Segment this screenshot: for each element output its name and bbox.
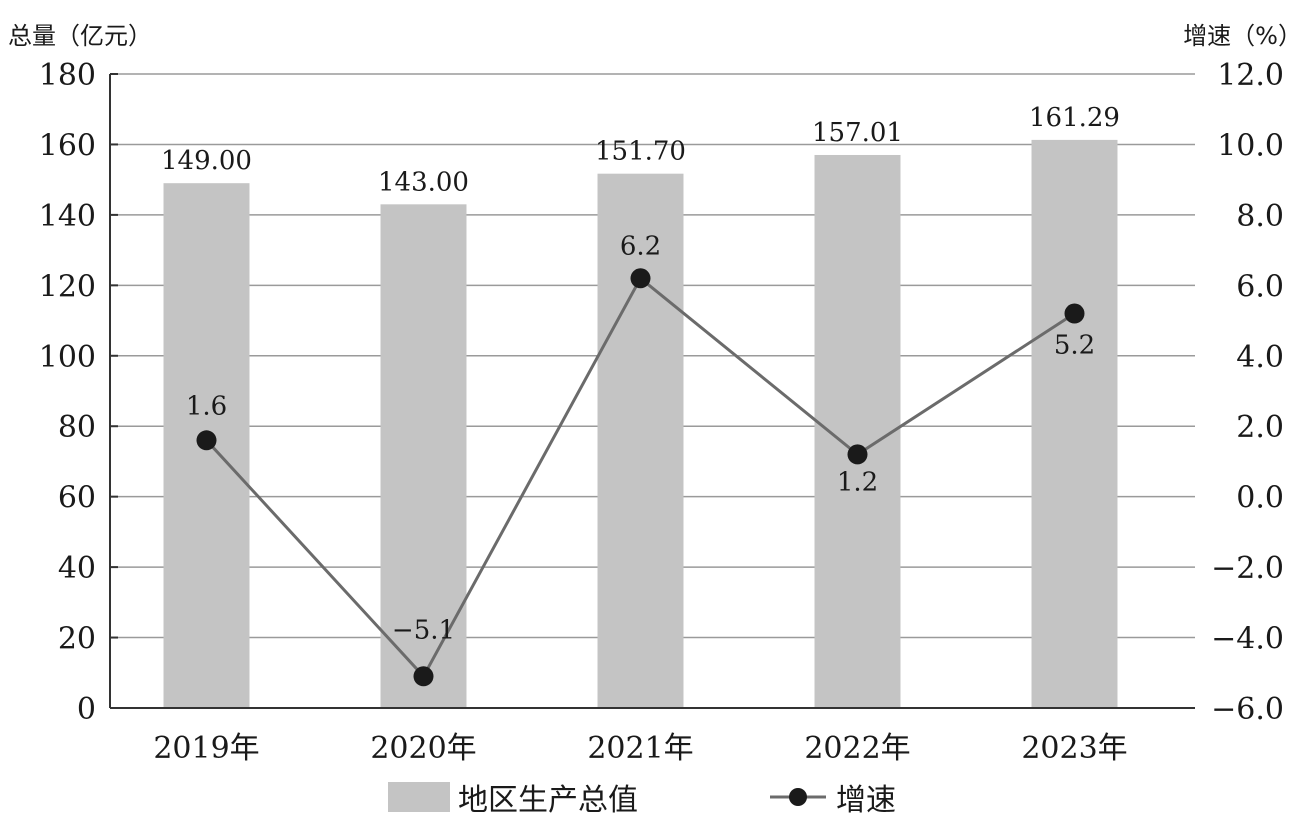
bar-value-label: 143.00 bbox=[378, 167, 469, 197]
line-point bbox=[630, 268, 651, 289]
bar-value-label: 157.01 bbox=[812, 118, 903, 148]
category-label: 2019年 bbox=[153, 731, 259, 766]
left-tick-label: 100 bbox=[39, 340, 96, 375]
line-point bbox=[1064, 303, 1085, 324]
line-value-label: 5.2 bbox=[1054, 331, 1095, 361]
right-tick-label: −2.0 bbox=[1211, 551, 1284, 586]
axes bbox=[109, 74, 1195, 709]
right-tick-label: 4.0 bbox=[1236, 340, 1284, 375]
right-tick-label: 6.0 bbox=[1236, 269, 1284, 304]
legend-bar-label: 地区生产总值 bbox=[458, 783, 638, 818]
line-value-label: −5.1 bbox=[392, 615, 455, 645]
left-tick-label: 140 bbox=[39, 199, 96, 234]
left-tick-label: 120 bbox=[39, 269, 96, 304]
bar-series bbox=[163, 139, 1118, 709]
right-tick-label: 8.0 bbox=[1236, 199, 1284, 234]
right-tick-label: −4.0 bbox=[1211, 622, 1284, 657]
left-tick-label: 80 bbox=[58, 410, 96, 445]
line-value-label: 1.2 bbox=[837, 467, 878, 497]
left-tick-label: 60 bbox=[58, 481, 96, 516]
category-label: 2021年 bbox=[587, 731, 693, 766]
left-tick-label: 160 bbox=[39, 128, 96, 163]
bar-value-label: 161.29 bbox=[1029, 103, 1120, 133]
right-tick-label: 12.0 bbox=[1217, 58, 1284, 93]
legend-line-marker bbox=[789, 788, 807, 806]
category-label: 2022年 bbox=[804, 731, 910, 766]
category-label: 2020年 bbox=[370, 731, 476, 766]
line-point bbox=[413, 666, 434, 687]
right-tick-label: 10.0 bbox=[1217, 128, 1284, 163]
right-tick-label: −6.0 bbox=[1211, 692, 1284, 727]
legend-line-label: 增速 bbox=[836, 783, 896, 818]
tick-labels: 180 160 140 120 100 80 60 40 20 0 12.0 10.0 8.0 6.0 4.… bbox=[39, 58, 1284, 766]
left-tick-label: 0 bbox=[77, 692, 96, 727]
data-labels: 149.00 143.00 151.70 157.01 161.29 1.6 −5.1 6.2… bbox=[161, 103, 1120, 645]
left-tick-label: 180 bbox=[39, 58, 96, 93]
bar-value-label: 151.70 bbox=[595, 137, 686, 167]
line-value-label: 1.6 bbox=[186, 391, 227, 421]
line-point bbox=[847, 444, 868, 465]
line-value-label: 6.2 bbox=[620, 231, 661, 261]
left-axis-title: 总量（亿元） bbox=[8, 22, 152, 50]
right-tick-label: 0.0 bbox=[1236, 481, 1284, 516]
right-axis-title: 增速（%） bbox=[1183, 22, 1302, 50]
category-label: 2023年 bbox=[1021, 731, 1127, 766]
right-tick-label: 2.0 bbox=[1236, 410, 1284, 445]
bar-value-label: 149.00 bbox=[161, 146, 252, 176]
legend: 地区生产总值 增速 bbox=[388, 782, 896, 818]
left-tick-label: 40 bbox=[58, 551, 96, 586]
left-tick-label: 20 bbox=[58, 622, 96, 657]
legend-bar-swatch bbox=[388, 782, 450, 812]
line-point bbox=[196, 430, 217, 451]
bar bbox=[1031, 139, 1118, 709]
line-series bbox=[196, 268, 1085, 687]
bar bbox=[597, 173, 684, 708]
